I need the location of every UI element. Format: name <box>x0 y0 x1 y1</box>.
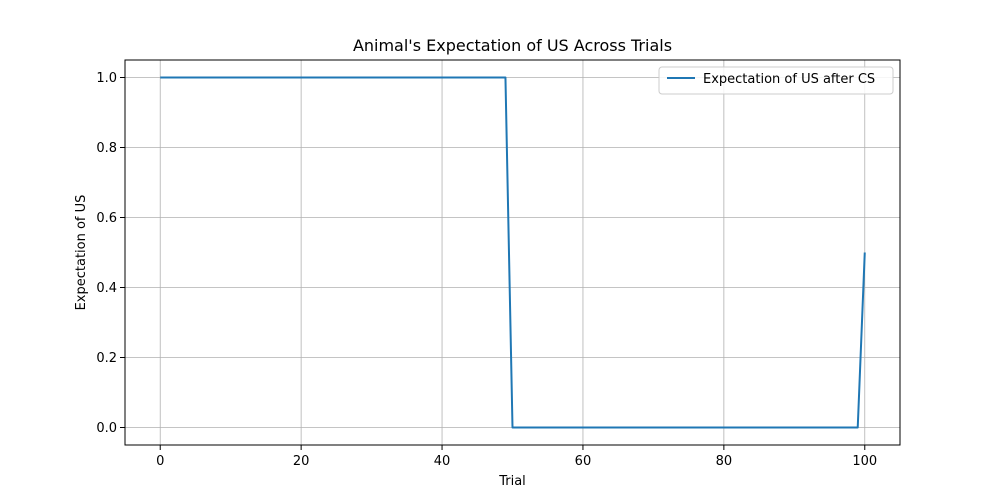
y-tick-label: 0.6 <box>96 211 117 226</box>
x-tick-label: 20 <box>293 454 310 469</box>
legend: Expectation of US after CS <box>659 67 893 94</box>
x-axis-label: Trial <box>498 474 526 489</box>
y-tick-label: 0.8 <box>96 141 117 156</box>
y-tick-label: 0.0 <box>96 421 117 436</box>
y-tick-label: 0.4 <box>96 281 117 296</box>
y-tick-label: 0.2 <box>96 351 117 366</box>
y-axis-label: Expectation of US <box>74 195 89 311</box>
y-tick-label: 1.0 <box>96 71 117 86</box>
x-tick-label: 60 <box>575 454 592 469</box>
x-tick-label: 100 <box>852 454 877 469</box>
legend-label-expectation: Expectation of US after CS <box>703 72 875 87</box>
x-tick-label: 0 <box>156 454 164 469</box>
x-tick-label: 80 <box>716 454 733 469</box>
chart-title: Animal's Expectation of US Across Trials <box>353 36 672 55</box>
x-tick-label: 40 <box>434 454 451 469</box>
